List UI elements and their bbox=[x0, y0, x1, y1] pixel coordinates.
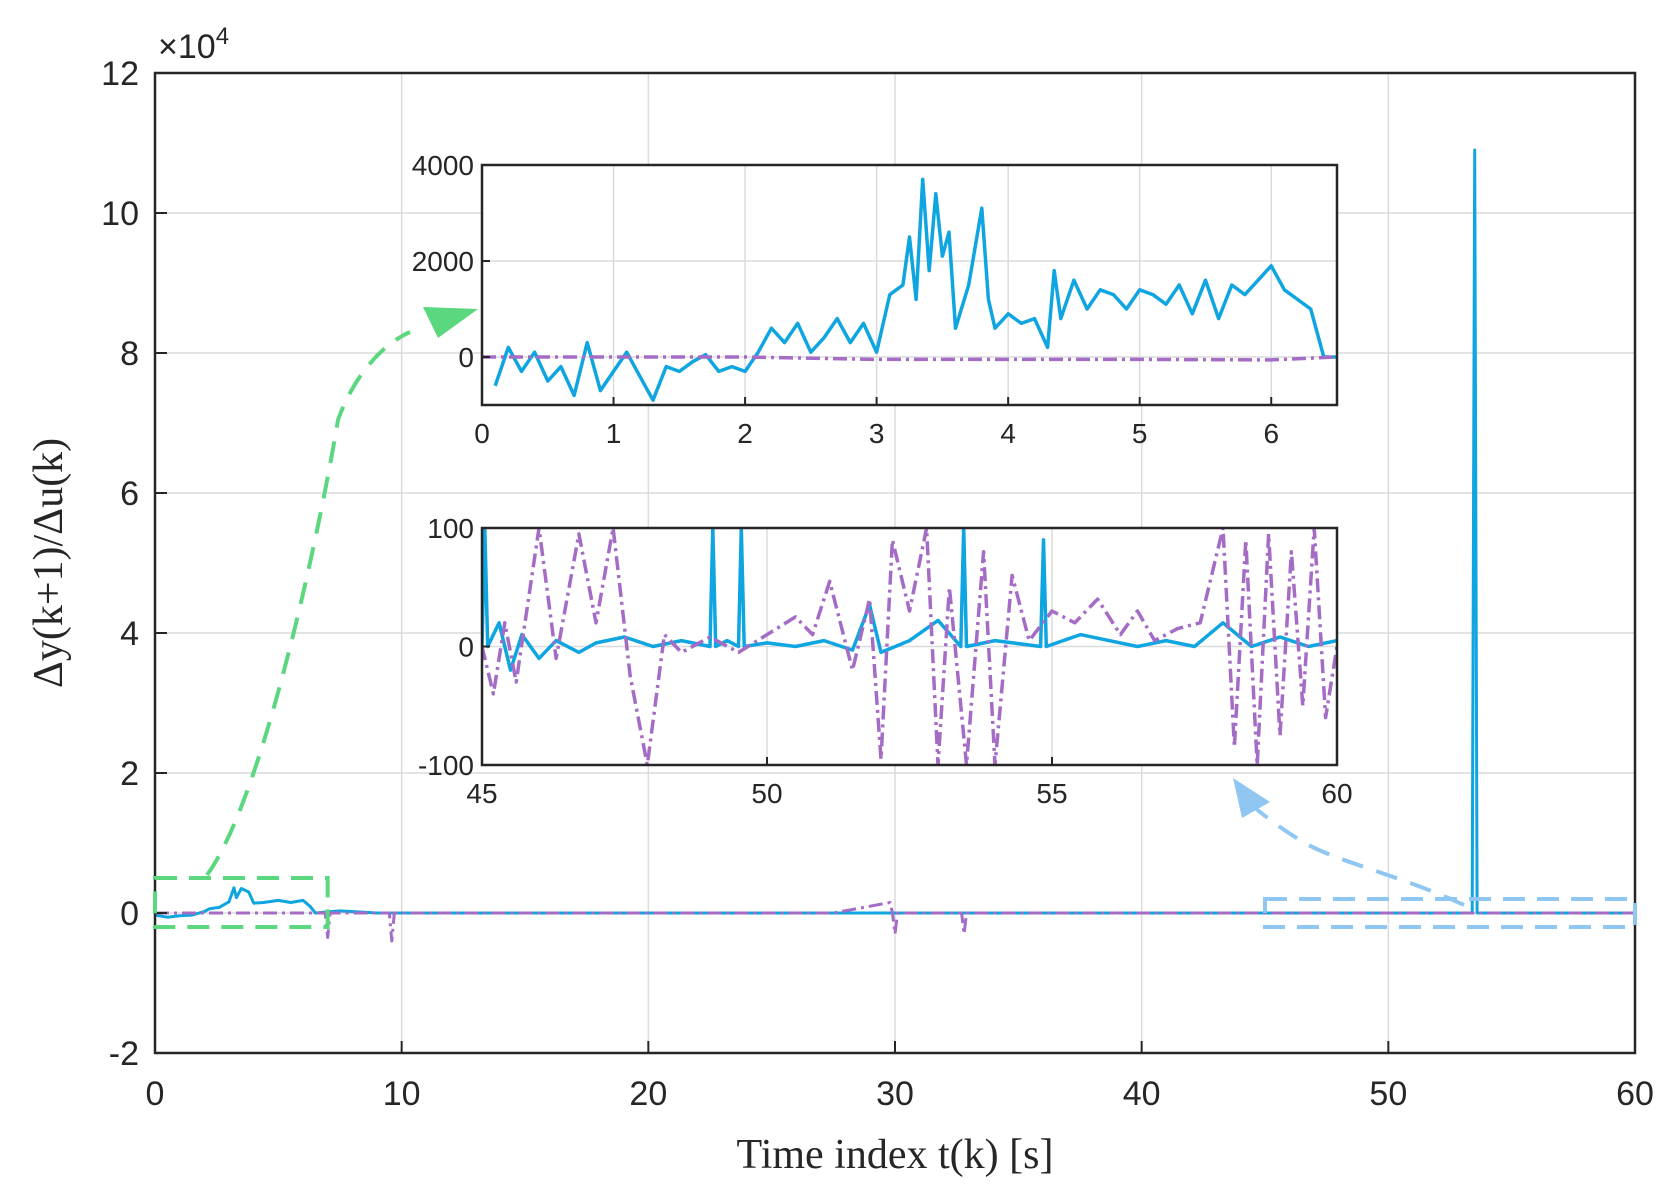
inset-top: 0 1 2 3 4 5 6 0 2000 4000 bbox=[412, 150, 1339, 449]
inset-top-y-tick-label: 0 bbox=[458, 342, 474, 373]
inset-top-series-purple bbox=[482, 355, 1337, 362]
inset-bottom-series-blue bbox=[482, 528, 1337, 672]
x-axis-label: Time index t(k) [s] bbox=[737, 1132, 1054, 1178]
inset-bottom-y-tick-label: -100 bbox=[418, 750, 474, 781]
inset-top-series-blue bbox=[493, 177, 1337, 402]
inset-top-x-tick-label: 3 bbox=[869, 418, 885, 449]
main-series-purple bbox=[155, 901, 1635, 943]
inset-top-series bbox=[482, 177, 1337, 402]
zoom-arrowhead-green bbox=[423, 307, 478, 338]
inset-bottom-x-tick-label: 45 bbox=[466, 778, 497, 809]
main-x-tick-label: 60 bbox=[1616, 1075, 1654, 1113]
main-y-tick-label: 12 bbox=[101, 55, 139, 93]
main-x-tick-label: 40 bbox=[1123, 1075, 1161, 1113]
inset-top-y-tick-label: 4000 bbox=[412, 150, 474, 181]
y-exponent: ×104 bbox=[158, 23, 229, 66]
main-y-tick-label: 8 bbox=[120, 335, 139, 373]
zoom-box-inset-top bbox=[153, 876, 330, 929]
inset-top-x-tick-label: 4 bbox=[1000, 418, 1016, 449]
inset-top-x-tick-label: 1 bbox=[606, 418, 622, 449]
inset-top-background bbox=[482, 165, 1337, 405]
inset-bottom-x-tick-label: 60 bbox=[1321, 778, 1352, 809]
main-series bbox=[155, 148, 1635, 943]
inset-bottom-y-tick-label: 0 bbox=[458, 632, 474, 663]
main-y-tick-label: -2 bbox=[109, 1035, 139, 1073]
inset-bottom-series bbox=[482, 528, 1337, 765]
inset-bottom-x-tick-label: 55 bbox=[1036, 778, 1067, 809]
zoom-arrowhead-blue bbox=[1233, 778, 1270, 818]
main-y-tick-label: 0 bbox=[120, 895, 139, 933]
y-axis-label: Δy(k+1)/Δu(k) bbox=[26, 438, 72, 688]
main-y-tick-label: 6 bbox=[120, 475, 139, 513]
main-y-tick-label: 10 bbox=[101, 195, 139, 233]
inset-bottom-y-tick-label: 100 bbox=[427, 513, 474, 544]
inset-bottom-series-purple bbox=[482, 528, 1337, 765]
zoom-arrow-blue bbox=[1253, 806, 1465, 907]
main-y-tick-label: 4 bbox=[120, 615, 139, 653]
inset-top-x-tick-label: 6 bbox=[1263, 418, 1279, 449]
inset-top-x-tick-label: 0 bbox=[474, 418, 490, 449]
inset-bottom-x-tick-label: 50 bbox=[751, 778, 782, 809]
inset-top-y-tick-label: 2000 bbox=[412, 246, 474, 277]
inset-top-x-tick-label: 5 bbox=[1132, 418, 1148, 449]
main-x-tick-label: 30 bbox=[876, 1075, 914, 1113]
inset-bottom: 45 50 55 60 -100 0 100 bbox=[418, 513, 1353, 809]
inset-top-ticks: 0 1 2 3 4 5 6 0 2000 4000 bbox=[412, 150, 1279, 449]
main-x-tick-label: 10 bbox=[383, 1075, 421, 1113]
main-x-tick-label: 20 bbox=[629, 1075, 667, 1113]
zoom-arrow-green bbox=[205, 330, 411, 877]
main-y-tick-label: 2 bbox=[120, 755, 139, 793]
inset-bottom-ticks: 45 50 55 60 -100 0 100 bbox=[418, 513, 1353, 809]
inset-top-frame bbox=[480, 163, 1339, 407]
inset-top-x-tick-label: 2 bbox=[737, 418, 753, 449]
main-x-tick-label: 0 bbox=[146, 1075, 165, 1113]
main-x-tick-label: 50 bbox=[1369, 1075, 1407, 1113]
